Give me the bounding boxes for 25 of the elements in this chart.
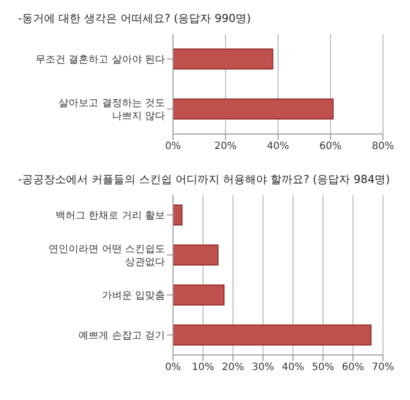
y-tick-label: 연인이라면 어떤 스킨쉽도 상관없다 [48, 244, 165, 268]
x-tick-label: 60% [342, 362, 364, 374]
x-tick-label: 60% [319, 141, 342, 152]
y-tick-label: 백허그 한채로 거리 활보 [55, 210, 165, 222]
x-tick-label: 30% [252, 362, 274, 374]
x-tick-label: 0% [165, 362, 181, 374]
x-tick-label: 0% [165, 141, 181, 152]
x-tick-label: 20% [222, 362, 244, 374]
x-tick-label: 40% [266, 141, 290, 152]
x-tick-label: 10% [192, 362, 214, 374]
x-tick-label: 40% [282, 362, 304, 374]
y-tick-label: 무조건 결혼하고 살아야 된다 [35, 54, 165, 66]
x-tick-label: 20% [214, 141, 237, 152]
bar [173, 244, 218, 266]
bar [173, 204, 182, 226]
x-tick-label: 70% [372, 362, 394, 374]
bar [173, 284, 224, 306]
y-tick-label: 살아보고 결정하는 것도 나쁘지 않다 [58, 98, 165, 122]
chart-title: -공공장소에서 커플들의 스킨쉽 어디까지 허용해야 할까요? (응답자 984명) [17, 172, 391, 188]
x-tick-label: 50% [312, 362, 334, 374]
chart-title: -동거에 대한 생각은 어떠세요? (응답자 990명) [17, 11, 252, 27]
bar [173, 324, 372, 346]
y-tick-label: 예쁘게 손잡고 걷기 [78, 330, 165, 342]
x-tick-label: 80% [372, 141, 394, 152]
y-tick-label: 가벼운 입맞춤 [102, 290, 165, 302]
